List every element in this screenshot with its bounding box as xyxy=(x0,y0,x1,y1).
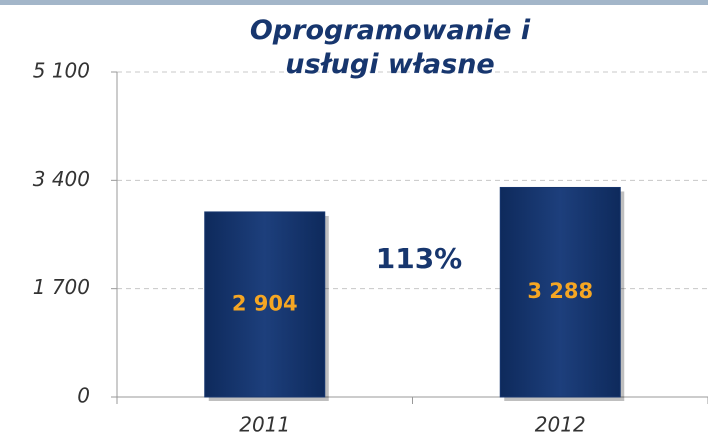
y-tick-label: 3 400 xyxy=(33,167,90,191)
bar xyxy=(204,211,326,398)
top-band xyxy=(0,0,708,5)
y-tick-label: 5 100 xyxy=(33,59,90,83)
chart-title: Oprogramowanie i usługi własne xyxy=(249,15,531,80)
x-tick-label: 2011 xyxy=(239,413,290,433)
value-label: 3 288 xyxy=(527,279,593,303)
bar xyxy=(499,186,621,398)
value-label: 2 904 xyxy=(232,291,298,315)
y-tick-label: 0 xyxy=(77,384,90,408)
annotation: 113% xyxy=(376,242,463,275)
y-tick-label: 1 700 xyxy=(33,275,90,299)
x-tick-label: 2012 xyxy=(535,413,586,433)
